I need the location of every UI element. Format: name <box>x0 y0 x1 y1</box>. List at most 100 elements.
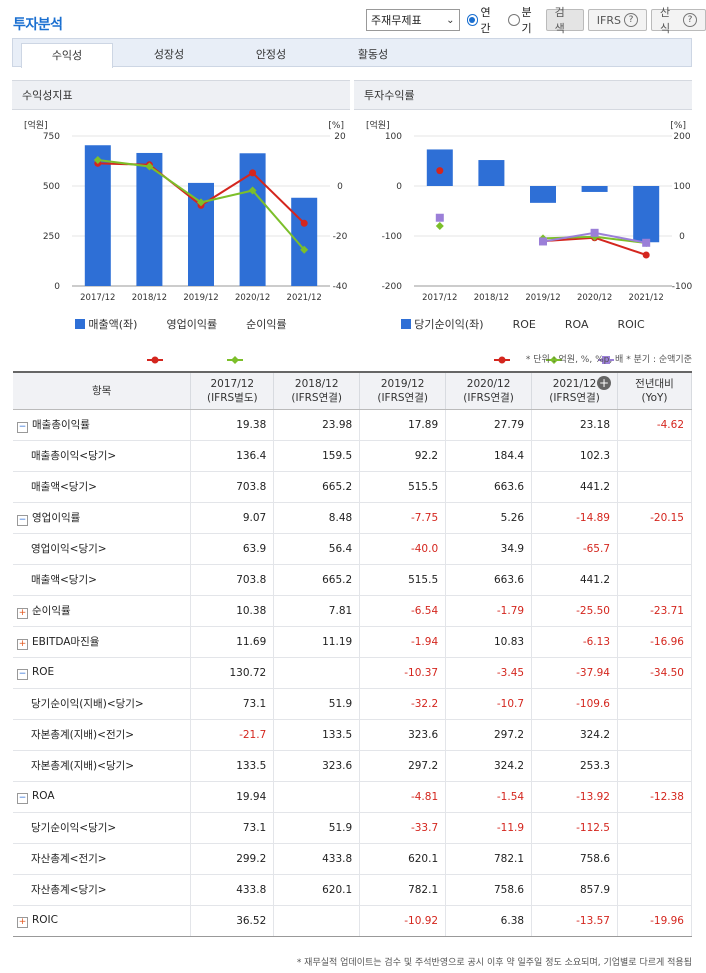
legend-item[interactable]: ROA <box>545 316 588 364</box>
table-cell: -13.92 <box>531 781 618 813</box>
row-label[interactable]: − 매출총이익률 <box>13 409 192 441</box>
row-label-text: EBITDA마진율 <box>32 635 100 648</box>
column-header-label: 항목 <box>91 384 112 397</box>
y-tick-label-right: -40 <box>333 282 348 292</box>
row-label[interactable]: + ROIC <box>13 905 192 937</box>
table-cell: 515.5 <box>359 564 447 596</box>
series-line <box>542 231 595 243</box>
table-row: 매출액<당기> 703.8 665.2 515.5 663.6 441.2 <box>13 471 692 503</box>
y-tick-label-right: 0 <box>679 232 685 242</box>
formula-help-button[interactable]: 산식? <box>650 6 706 35</box>
legend-line-svg <box>598 356 615 364</box>
legend-line-icon <box>493 319 510 364</box>
table-cell <box>617 471 692 503</box>
table-row: 자산총계<전기> 299.2 433.8 620.1 782.1 758.6 <box>13 843 692 875</box>
radio-annual-label: 연간 <box>480 6 491 35</box>
table-cell: -109.6 <box>531 688 618 720</box>
expand-icon[interactable]: + <box>17 607 28 619</box>
legend-item[interactable]: ROE <box>493 316 536 364</box>
row-label: 당기순이익(지배)<당기> <box>13 688 192 720</box>
table-cell: -112.5 <box>531 812 618 844</box>
y-tick-label-left: 0 <box>54 282 60 292</box>
data-point <box>436 167 444 175</box>
legend-label: 순이익률 <box>246 318 287 331</box>
collapse-icon[interactable]: − <box>17 668 28 680</box>
row-label[interactable]: + 순이익률 <box>13 595 192 627</box>
table-cell: 703.8 <box>190 471 275 503</box>
tab-profitability[interactable]: 수익성 <box>21 43 113 68</box>
radio-annual[interactable]: 연간 <box>466 4 501 36</box>
table-row: − ROA 19.94 -4.81 -1.54 -13.92 -12.38 <box>13 781 692 813</box>
table-cell <box>617 688 692 720</box>
data-point <box>300 219 308 227</box>
panel-title: 수익성지표 <box>12 80 350 110</box>
ifrs-help-button[interactable]: IFRS? <box>587 9 647 31</box>
table-cell: 323.6 <box>273 750 361 782</box>
legend-label: 매출액(좌) <box>88 318 138 331</box>
panel-title: 투자수익률 <box>354 80 692 110</box>
collapse-icon[interactable]: − <box>17 421 28 433</box>
table-cell: 758.6 <box>445 874 533 906</box>
tab-bar: 수익성 성장성 안정성 활동성 <box>12 38 692 68</box>
footer-note: * 재무실적 업데이트는 검수 및 주석반영으로 공시 이후 약 일주일 정도 … <box>296 958 692 968</box>
row-label-text: 매출액<당기> <box>31 574 97 586</box>
table-cell: 11.69 <box>190 626 275 658</box>
table-cell: 136.4 <box>190 440 275 472</box>
row-label[interactable]: + EBITDA마진율 <box>13 626 192 658</box>
ratio-table: 항목 2017/12 (IFRS별도) 2018/12 (IFRS연결) 2019/12(… <box>13 371 692 937</box>
table-cell: -10.92 <box>359 905 447 937</box>
data-point <box>539 237 547 246</box>
table-cell: -21.7 <box>190 719 275 751</box>
x-tick-label: 2018/12 <box>474 293 509 303</box>
radio-checked-icon <box>466 14 479 26</box>
row-label[interactable]: − 영업이익률 <box>13 502 192 534</box>
table-cell <box>617 843 692 875</box>
statement-select[interactable]: 주재무제표 ⌄ <box>366 9 460 31</box>
legend-item[interactable]: 순이익률 <box>227 316 287 364</box>
tab-activity[interactable]: 활동성 <box>357 48 389 61</box>
x-tick-label: 2020/12 <box>235 293 270 303</box>
row-label-text: 자산총계<전기> <box>31 853 107 865</box>
column-header: 전년대비 (YoY) <box>617 372 692 410</box>
expand-icon[interactable]: + <box>17 638 28 650</box>
column-header-sublabel: (IFRS별도) <box>206 391 258 404</box>
collapse-icon[interactable]: − <box>17 514 28 526</box>
column-header: 2019/12 (IFRS연결) <box>359 372 447 410</box>
x-tick-label: 2019/12 <box>183 293 218 303</box>
table-cell: -25.50 <box>531 595 618 627</box>
column-header: 2020/12 (IFRS연결) <box>445 372 533 410</box>
table-cell: 34.9 <box>445 533 533 565</box>
table-row: 자산총계<당기> 433.8 620.1 782.1 758.6 857.9 <box>13 874 692 906</box>
table-cell: 703.8 <box>190 564 275 596</box>
row-label: 자산총계<전기> <box>13 843 192 875</box>
column-header: 2021/12 (IFRS연결) + <box>531 372 618 410</box>
column-header-label: 2017/12 <box>210 377 255 390</box>
add-column-icon[interactable]: + <box>597 376 611 390</box>
table-cell: -1.94 <box>359 626 447 658</box>
statement-select-value: 주재무제표 <box>371 14 422 27</box>
expand-icon[interactable]: + <box>17 916 28 928</box>
radio-quarter[interactable]: 분기 <box>507 4 542 36</box>
legend-item[interactable]: 영업이익률 <box>147 316 217 364</box>
tab-stability[interactable]: 안정성 <box>255 48 287 61</box>
row-label[interactable]: − ROE <box>13 657 192 689</box>
table-cell: -1.54 <box>445 781 533 813</box>
collapse-icon[interactable]: − <box>17 792 28 804</box>
row-label-text: 당기순이익<당기> <box>31 822 117 834</box>
tab-growth[interactable]: 성장성 <box>153 48 185 61</box>
y-axis-unit-left: [억원] <box>366 119 390 131</box>
search-button[interactable]: 검색 <box>545 6 584 35</box>
legend-item[interactable]: 당기순이익(좌) <box>401 316 484 332</box>
legend-item[interactable]: ROIC <box>598 316 645 364</box>
table-cell: -4.62 <box>617 409 692 441</box>
table-cell: 73.1 <box>190 812 275 844</box>
table-cell: 56.4 <box>273 533 361 565</box>
legend-item[interactable]: 매출액(좌) <box>75 316 137 332</box>
column-header-sublabel: (YoY) <box>641 391 668 404</box>
table-cell: 27.79 <box>445 409 533 441</box>
row-label[interactable]: − ROA <box>13 781 192 813</box>
ifrs-label: IFRS <box>596 13 621 27</box>
row-label: 매출액<당기> <box>13 471 192 503</box>
x-tick-label: 2018/12 <box>132 293 167 303</box>
column-header-label: 2020/12 <box>466 377 511 390</box>
